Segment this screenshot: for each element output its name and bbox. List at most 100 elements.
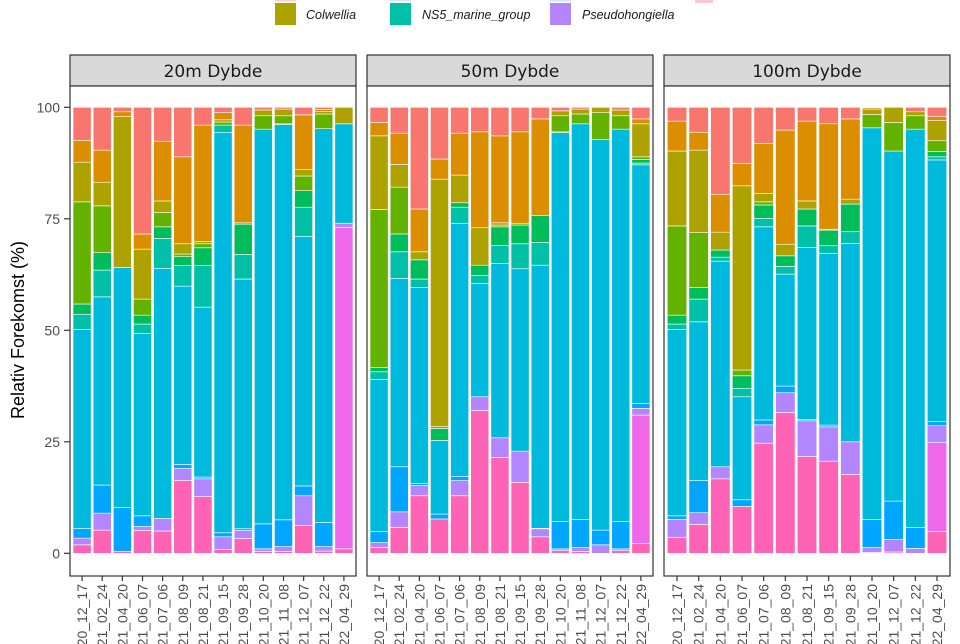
bar-segment bbox=[490, 222, 510, 226]
stacked-bar bbox=[113, 107, 132, 554]
bar-segment bbox=[731, 499, 753, 507]
bar-segment bbox=[883, 107, 904, 123]
bar-segment bbox=[688, 287, 709, 300]
x-tick-label: 2021_12_22 bbox=[907, 584, 923, 644]
bar-segment bbox=[775, 273, 796, 387]
bar-segment bbox=[710, 466, 731, 480]
x-tick-label: 2021_12_22 bbox=[316, 584, 332, 644]
bar-segment bbox=[818, 426, 839, 462]
bar-segment bbox=[571, 108, 590, 115]
bar-segment bbox=[294, 206, 313, 237]
bar-segment bbox=[926, 156, 948, 161]
bar-segment bbox=[92, 269, 112, 298]
stacked-bar bbox=[550, 107, 570, 554]
x-tick-label: 2021_09_15 bbox=[821, 584, 837, 644]
bar-segment bbox=[410, 482, 429, 486]
stacked-bar bbox=[818, 107, 839, 554]
bar-segment bbox=[233, 530, 253, 539]
bar-segment bbox=[753, 204, 774, 219]
bar-segment bbox=[631, 118, 651, 125]
x-tick-label: 2021_08_09 bbox=[175, 584, 191, 644]
bar-segment bbox=[631, 543, 651, 554]
bar-segment bbox=[530, 528, 550, 538]
bar-segment bbox=[213, 112, 233, 121]
stacked-bar bbox=[666, 107, 688, 554]
bar-segment bbox=[389, 107, 409, 134]
bar-segment bbox=[688, 232, 709, 288]
bar-segment bbox=[173, 480, 193, 554]
bar-segment bbox=[840, 118, 861, 200]
bar-segment bbox=[334, 123, 354, 224]
bar-segment bbox=[753, 419, 774, 426]
stacked-bar bbox=[470, 107, 490, 554]
bar-segment bbox=[818, 245, 839, 254]
bar-segment bbox=[450, 480, 470, 497]
bar-segment bbox=[905, 527, 926, 549]
bar-segment bbox=[430, 440, 449, 515]
bar-segment bbox=[818, 229, 839, 247]
bar-segment bbox=[369, 371, 389, 380]
x-tick-label: 2021_08_09 bbox=[472, 584, 488, 644]
bar-segment bbox=[92, 205, 112, 253]
bar-segment bbox=[389, 511, 409, 528]
bar-segment bbox=[213, 536, 233, 550]
bar-segment bbox=[389, 278, 409, 468]
bar-segment bbox=[314, 546, 334, 552]
facet-title: 20m Dybde bbox=[164, 62, 263, 82]
bar-segment bbox=[840, 474, 861, 554]
bar-segment bbox=[369, 107, 389, 123]
bar-segment bbox=[926, 120, 948, 142]
bar-segment bbox=[550, 132, 570, 522]
bar-segment bbox=[510, 107, 530, 133]
bar-segment bbox=[861, 114, 883, 129]
stacked-bar bbox=[591, 107, 610, 554]
x-tick-label: 2020_12_17 bbox=[669, 584, 685, 644]
stacked-bar bbox=[213, 107, 233, 554]
facet-panel: 100m Dybde 2020_12_17 2021_02_24 2021_04_20… bbox=[663, 54, 951, 644]
bar-segment bbox=[775, 385, 796, 394]
bar-segment bbox=[666, 519, 688, 538]
stacked-bar bbox=[450, 107, 470, 554]
x-tick-label: 2021_09_28 bbox=[235, 584, 251, 644]
bar-segment bbox=[775, 255, 796, 267]
legend-key-clipped bbox=[275, 0, 296, 2]
panel-background bbox=[367, 86, 653, 576]
bar-segment bbox=[550, 115, 570, 133]
stacked-bar bbox=[274, 107, 293, 554]
x-tick-label: 2021_02_24 bbox=[94, 584, 110, 644]
bar-segment bbox=[666, 323, 688, 330]
bar-segment bbox=[133, 526, 152, 531]
bar-segment bbox=[490, 226, 510, 246]
bar-segment bbox=[369, 531, 389, 543]
bar-segment bbox=[193, 247, 213, 266]
facet-strip bbox=[69, 54, 357, 87]
stacked-bar bbox=[369, 107, 389, 554]
bar-segment bbox=[450, 206, 470, 224]
bar-segment bbox=[796, 456, 818, 554]
bar-segment bbox=[92, 512, 112, 531]
bar-segment bbox=[861, 519, 883, 548]
bar-segment bbox=[113, 507, 132, 552]
bar-segment bbox=[710, 193, 731, 233]
bar-segment bbox=[72, 544, 92, 554]
bar-segment bbox=[753, 442, 774, 554]
bar-segment bbox=[274, 108, 293, 117]
bar-segment bbox=[410, 287, 429, 484]
bar-segment bbox=[666, 107, 688, 122]
bar-segment bbox=[840, 231, 861, 244]
bar-segment bbox=[631, 403, 651, 409]
bar-segment bbox=[926, 442, 948, 532]
facet-title: 100m Dybde bbox=[752, 62, 862, 82]
x-tick-label: 2021_02_24 bbox=[391, 584, 407, 644]
bar-segment bbox=[611, 521, 631, 550]
bar-segment bbox=[253, 107, 273, 111]
bar-segment bbox=[113, 267, 132, 508]
bar-segment bbox=[530, 215, 550, 243]
bar-segment bbox=[173, 265, 193, 287]
bar-segment bbox=[314, 550, 334, 554]
stacked-bar bbox=[193, 107, 213, 554]
x-tick-label: 2021_12_07 bbox=[593, 584, 609, 644]
bar-segment bbox=[530, 242, 550, 266]
bar-segment bbox=[753, 218, 774, 228]
bar-segment bbox=[710, 231, 731, 251]
